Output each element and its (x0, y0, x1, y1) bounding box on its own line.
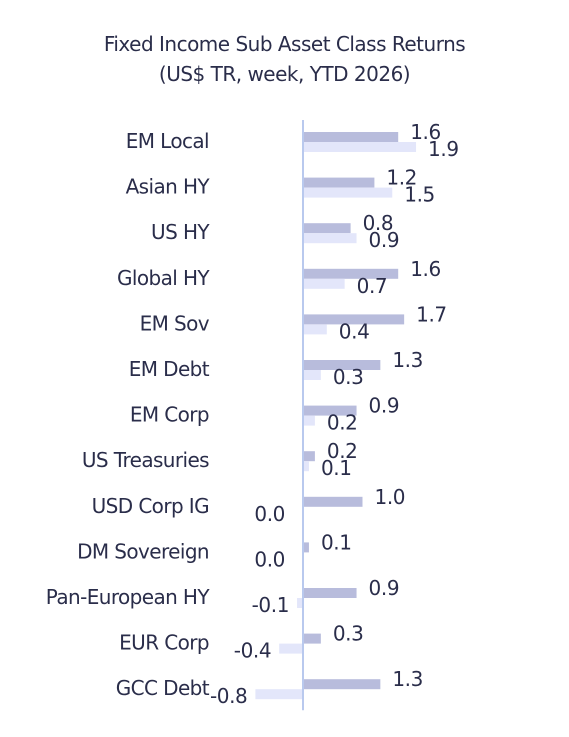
value-label-ytd: 0.0 (254, 547, 285, 571)
bar-ytd (303, 278, 345, 289)
chart-subtitle: (US$ TR, week, YTD 2026) (158, 62, 411, 86)
category-label: GCC Debt (116, 676, 210, 700)
bar-ytd (303, 461, 309, 472)
bar-ytd (303, 324, 327, 335)
bar-ytd (303, 187, 393, 198)
value-label-week: 1.3 (392, 667, 423, 691)
value-label-week: 1.0 (375, 485, 406, 509)
value-label-ytd: 0.9 (369, 228, 400, 252)
bar-week (303, 223, 351, 234)
category-label: EUR Corp (119, 631, 209, 655)
bar-ytd (303, 142, 417, 152)
bar-week (303, 314, 405, 325)
bar-week (303, 268, 399, 279)
bar-week (303, 542, 309, 553)
bar-week (303, 405, 357, 416)
bar-week (303, 451, 315, 462)
category-label: US Treasuries (82, 448, 209, 472)
category-label: EM Local (126, 129, 209, 153)
category-label: DM Sovereign (77, 539, 209, 563)
value-label-ytd: 0.3 (333, 365, 364, 389)
bar-week (303, 679, 381, 690)
value-label-week: 0.9 (369, 394, 400, 418)
category-label: US HY (151, 220, 210, 244)
category-label: Asian HY (126, 175, 211, 199)
value-label-ytd: 1.9 (428, 137, 459, 161)
category-label: Global HY (117, 266, 210, 290)
value-label-week: 0.8 (363, 211, 394, 235)
value-label-week: 1.6 (410, 120, 441, 144)
value-label-week: 0.1 (321, 530, 352, 554)
category-label: Pan-European HY (46, 585, 211, 609)
value-label-week: 0.9 (369, 576, 400, 600)
value-label-ytd: -0.1 (252, 593, 289, 617)
bar-ytd (297, 598, 303, 608)
value-label-ytd: 0.4 (339, 319, 370, 343)
value-label-ytd: 0.2 (327, 411, 358, 435)
value-label-week: 1.6 (410, 257, 441, 281)
category-label: USD Corp IG (92, 494, 209, 518)
value-label-week: 1.2 (386, 166, 417, 190)
bar-week (303, 496, 363, 507)
value-label-week: 0.2 (327, 439, 358, 463)
bar-week (303, 633, 321, 644)
value-label-ytd: 0.7 (357, 274, 388, 298)
bar-ytd (303, 233, 357, 244)
value-label-week: 0.3 (333, 622, 364, 646)
value-label-ytd: -0.8 (210, 684, 247, 708)
category-label: EM Sov (140, 311, 210, 335)
bar-week (303, 132, 399, 142)
value-label-ytd: 0.1 (321, 456, 352, 480)
category-label: EM Debt (129, 357, 210, 381)
bar-week (303, 360, 381, 370)
value-label-ytd: -0.4 (234, 639, 271, 663)
bar-ytd (303, 415, 315, 426)
value-label-ytd: 1.5 (404, 183, 435, 207)
bar-ytd (279, 643, 303, 654)
value-label-week: 1.7 (416, 302, 447, 326)
bar-ytd (303, 370, 321, 380)
value-label-ytd: 0.0 (254, 502, 285, 526)
bar-week (303, 177, 375, 188)
bar-ytd (255, 689, 303, 700)
value-label-week: 1.3 (392, 348, 423, 372)
bar-week (303, 588, 357, 598)
chart-title: Fixed Income Sub Asset Class Returns (103, 32, 466, 56)
category-label: EM Corp (130, 403, 209, 427)
